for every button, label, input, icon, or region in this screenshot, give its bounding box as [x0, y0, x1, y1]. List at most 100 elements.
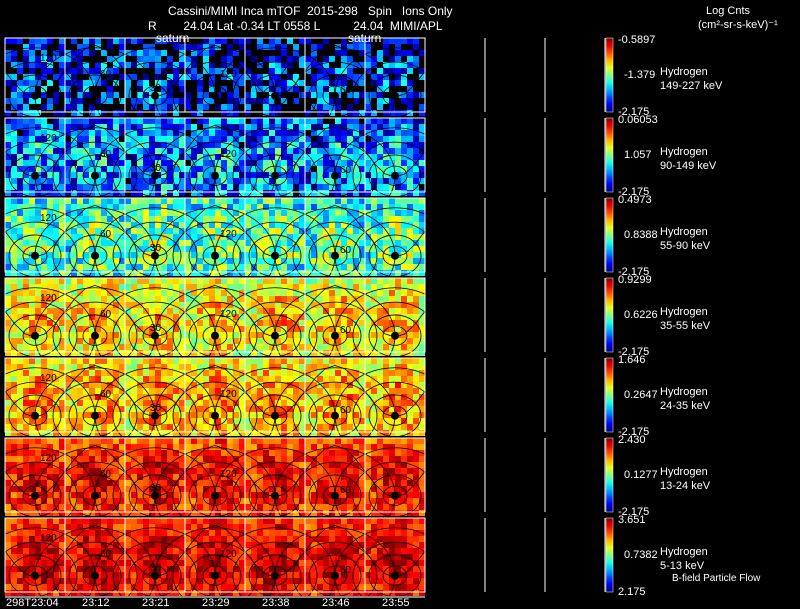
time-tick: 298T23:04: [6, 597, 59, 609]
time-tick: 23:21: [142, 597, 170, 609]
colorbar-max-label: -0.5897: [618, 34, 656, 46]
colorbar: [605, 197, 614, 273]
colorbar-mid-label: 0.1277: [624, 469, 658, 481]
contour-label: 60: [100, 309, 112, 320]
time-tick: 23:12: [82, 597, 110, 609]
pitch-center-dot: [391, 331, 399, 340]
colorbar-min-label: -2.175: [618, 346, 650, 358]
contour-label: 60: [340, 245, 352, 256]
colorbar-mid-label: -1.379: [624, 69, 656, 81]
saturn-label: saturn: [348, 31, 382, 45]
panel-energy-label: 149-227 keV: [660, 80, 723, 92]
colorbar-max-label: 0.4973: [618, 194, 652, 206]
contour-label: 60: [340, 565, 352, 576]
contour-label: 60: [340, 325, 352, 336]
contour-label: 120: [40, 453, 57, 464]
colorbar: [605, 357, 614, 433]
contour-label: 30: [150, 243, 162, 254]
contour-label: 60: [100, 469, 112, 480]
saturn-label: saturn: [156, 31, 190, 45]
panel-3: [0, 277, 614, 385]
time-tick: 23:38: [262, 597, 290, 609]
time-tick: 23:46: [322, 597, 350, 609]
panel-energy-label: 55-90 keV: [660, 240, 711, 252]
contour-label: 120: [40, 373, 57, 384]
pitch-center-dot: [391, 411, 399, 420]
contour-label: 30: [150, 403, 162, 414]
pitch-center-dot: [391, 571, 399, 580]
colorbar-max-label: 0.9299: [618, 274, 652, 286]
contour-label: 120: [40, 213, 57, 224]
colorbar: [605, 37, 614, 113]
footer-note: B-field Particle Flow: [672, 573, 761, 584]
colorbar-min-label: -2.175: [618, 186, 650, 198]
contour-label: 120: [40, 133, 57, 144]
colorbar: [605, 437, 614, 513]
panel-species-label: Hydrogen: [660, 466, 708, 478]
contour-label: 120: [40, 53, 57, 64]
panel-energy-label: 13-24 keV: [660, 480, 711, 492]
contour-label: 30: [150, 83, 162, 94]
contour-label: 30: [150, 483, 162, 494]
contour-label: 120: [220, 309, 237, 320]
panel-energy-label: 5-13 keV: [660, 560, 705, 572]
panel-5: [0, 437, 614, 545]
colorbar-mid-label: 0.7382: [624, 549, 658, 561]
colorbar-min-label: -2.175: [618, 506, 650, 518]
contour-label: 120: [220, 149, 237, 160]
pitch-center-dot: [391, 91, 399, 100]
colorbar-min-label: -2.175: [618, 266, 650, 278]
pitch-center-dot: [391, 491, 399, 500]
contour-label: 60: [100, 549, 112, 560]
time-tick: 23:55: [382, 597, 410, 609]
colorbar-max-label: 0.06053: [618, 114, 658, 126]
panel-species-label: Hydrogen: [660, 226, 708, 238]
contour-label: 60: [100, 229, 112, 240]
panel-4: [0, 357, 614, 465]
panel-species-label: Hydrogen: [660, 66, 708, 78]
contour-label: 120: [220, 549, 237, 560]
contour-label: 120: [220, 389, 237, 400]
panel-1: [0, 117, 614, 225]
colorbar-mid-label: 0.6226: [624, 309, 658, 321]
units-line-2: (cm²-sr-s-keV)⁻¹: [698, 19, 778, 31]
contour-label: 120: [40, 533, 57, 544]
contour-label: 120: [40, 293, 57, 304]
colorbar-max-label: 3.651: [618, 514, 646, 526]
colorbar-mid-label: 0.2647: [624, 389, 658, 401]
colorbar-mid-label: 0.8388: [624, 229, 658, 241]
colorbar: [605, 517, 614, 593]
pitch-center-dot: [391, 251, 399, 260]
pitch-center-dot: [391, 171, 399, 180]
panel-species-label: Hydrogen: [660, 146, 708, 158]
contour-label: 60: [100, 389, 112, 400]
time-tick: 23:29: [202, 597, 230, 609]
panel-energy-label: 90-149 keV: [660, 160, 717, 172]
title-line-1: Cassini/MIMI Inca mTOF 2015-298 Spin Ion…: [168, 4, 453, 18]
colorbar-mid-label: 1.057: [624, 149, 652, 161]
contour-label: 30: [150, 323, 162, 334]
colorbar-min-label: -2.175: [618, 106, 650, 118]
contour-label: 120: [220, 69, 237, 80]
colorbar-min-label: -2.175: [618, 426, 650, 438]
colorbar: [605, 277, 614, 353]
contour-label: 60: [340, 485, 352, 496]
panel-6: [0, 517, 614, 609]
colorbar-max-label: 2.430: [618, 434, 646, 446]
units-line-1: Log Cnts: [706, 5, 751, 17]
contour-label: 120: [220, 229, 237, 240]
title-line-2: R 24.04 Lat -0.34 LT 0558 L 24.04 MIMI/A…: [148, 19, 443, 33]
panel-species-label: Hydrogen: [660, 386, 708, 398]
colorbar: [605, 117, 614, 193]
colorbar-min-label: 2.175: [618, 586, 646, 598]
time-axis-bar: [5, 596, 425, 598]
contour-label: 30: [150, 163, 162, 174]
contour-label: 60: [340, 165, 352, 176]
panel-species-label: Hydrogen: [660, 546, 708, 558]
contour-label: 60: [340, 405, 352, 416]
contour-label: 30: [150, 563, 162, 574]
panel-species-label: Hydrogen: [660, 306, 708, 318]
colorbar-max-label: 1.646: [618, 354, 646, 366]
contour-label: 60: [340, 85, 352, 96]
